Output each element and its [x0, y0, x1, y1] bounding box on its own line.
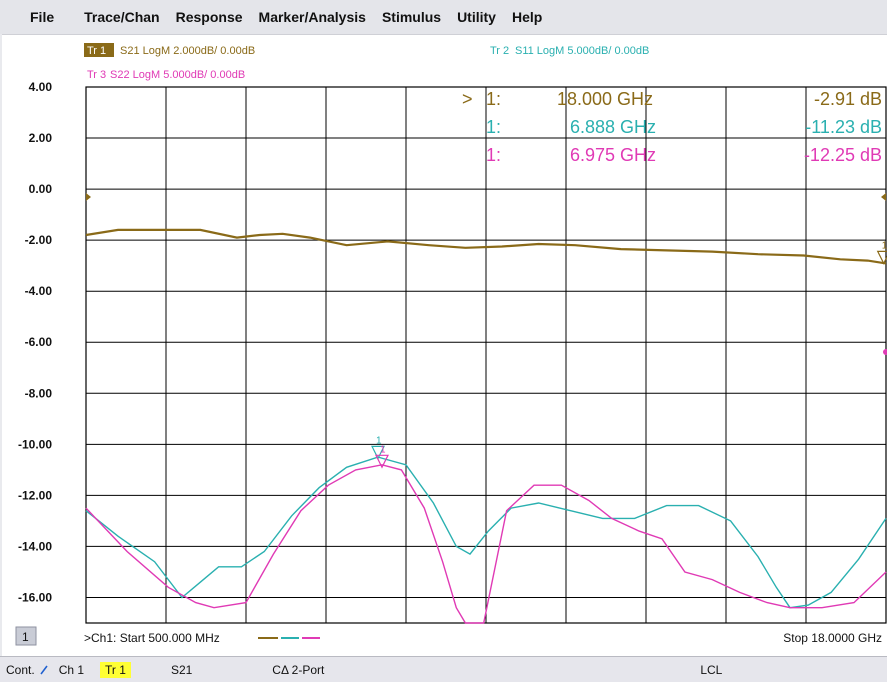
- channel-window-number: 1: [22, 630, 29, 644]
- marker-3-value: -12.25 dB: [804, 145, 882, 165]
- marker-2-value: -11.23 dB: [805, 117, 882, 137]
- y-tick-label: -8.00: [25, 386, 53, 400]
- start-frequency[interactable]: >Ch1: Start 500.000 MHz: [84, 631, 220, 645]
- trace-s11[interactable]: [85, 456, 887, 609]
- active-channel-status[interactable]: Ch 1: [58, 662, 85, 677]
- y-tick-label: -10.00: [18, 437, 52, 451]
- trace-s22[interactable]: [85, 464, 887, 624]
- marker-3-num: 1:: [486, 145, 501, 165]
- marker-1-num: 1:: [486, 89, 501, 109]
- menu-bar: File Trace/Chan Response Marker/Analysis…: [0, 0, 887, 34]
- stop-frequency[interactable]: Stop 18.0000 GHz: [783, 631, 882, 645]
- marker-2-freq: 6.888 GHz: [570, 117, 656, 137]
- marker-1-value: -2.91 dB: [814, 89, 882, 109]
- grid-lines: [86, 87, 886, 623]
- menu-help[interactable]: Help: [511, 9, 543, 25]
- measurement-display[interactable]: Tr 1 S21 LogM 2.000dB/ 0.00dB Tr 2 S11 L…: [2, 34, 887, 675]
- series-layer: [85, 228, 887, 624]
- ref-position-right-marker[interactable]: [881, 193, 886, 201]
- marker-s22-label: 1: [380, 444, 386, 455]
- marker-1-prefix: >: [462, 89, 473, 109]
- y-axis-tick-labels: 4.00 2.00 0.00 -2.00 -4.00 -6.00 -8.00 -10.00 -1…: [18, 80, 52, 604]
- measurement-parameter-status[interactable]: S21: [170, 662, 193, 677]
- active-trace-status[interactable]: Tr 1: [100, 661, 131, 678]
- tr3-tag[interactable]: Tr 3: [87, 69, 106, 81]
- y-tick-label: -14.00: [18, 539, 52, 553]
- y-tick-label: 0.00: [29, 182, 53, 196]
- y-tick-label: -12.00: [18, 488, 52, 502]
- tr1-tag[interactable]: Tr 1: [87, 45, 106, 57]
- y-tick-label: -2.00: [25, 233, 53, 247]
- tr1-tag-bg[interactable]: [84, 43, 114, 57]
- tr3-label: S22 LogM 5.000dB/ 0.00dB: [110, 69, 245, 81]
- y-tick-label: -16.00: [18, 590, 52, 604]
- y-tick-label: -4.00: [25, 284, 53, 298]
- menu-stimulus[interactable]: Stimulus: [381, 9, 442, 25]
- y-tick-label: 4.00: [29, 80, 53, 94]
- sweep-indicator-icon: [40, 665, 48, 674]
- remote-local-status: LCL: [700, 662, 723, 677]
- menu-file[interactable]: File: [30, 9, 55, 25]
- tr1-label: S21 LogM 2.000dB/ 0.00dB: [120, 45, 255, 57]
- marker-s22[interactable]: [375, 454, 389, 469]
- marker-3-freq: 6.975 GHz: [570, 145, 656, 165]
- marker-2-num: 1:: [486, 117, 501, 137]
- ref-position-s22-marker[interactable]: [883, 349, 887, 355]
- calibration-status[interactable]: CΔ 2-Port: [272, 662, 325, 677]
- marker-readout: > 1: 18.000 GHz -2.91 dB 1: 6.888 GHz -1…: [462, 89, 882, 165]
- y-tick-label: -6.00: [25, 335, 53, 349]
- menu-trace-chan[interactable]: Trace/Chan: [84, 9, 160, 25]
- channel-window-box[interactable]: [15, 626, 37, 646]
- marker-s11-label: 1: [376, 435, 382, 446]
- status-bar: Cont. Ch 1 Tr 1 S21 CΔ 2-Port LCL: [0, 656, 887, 682]
- y-tick-label: 2.00: [29, 131, 53, 145]
- sweep-mode-status[interactable]: Cont.: [6, 662, 35, 677]
- menu-utility[interactable]: Utility: [457, 9, 496, 25]
- marker-s11[interactable]: [371, 445, 385, 460]
- marker-s21-label: 1: [882, 240, 887, 251]
- tr2-tag[interactable]: Tr 2: [490, 45, 509, 57]
- trace-plot[interactable]: Tr 1 S21 LogM 2.000dB/ 0.00dB Tr 2 S11 L…: [2, 35, 887, 657]
- trace-s21[interactable]: [85, 228, 887, 265]
- ref-position-left-marker[interactable]: [86, 193, 91, 201]
- marker-1-freq: 18.000 GHz: [557, 89, 653, 109]
- menu-marker-analysis[interactable]: Marker/Analysis: [258, 9, 366, 25]
- menu-response[interactable]: Response: [175, 9, 243, 25]
- tr2-label: S11 LogM 5.000dB/ 0.00dB: [515, 45, 649, 57]
